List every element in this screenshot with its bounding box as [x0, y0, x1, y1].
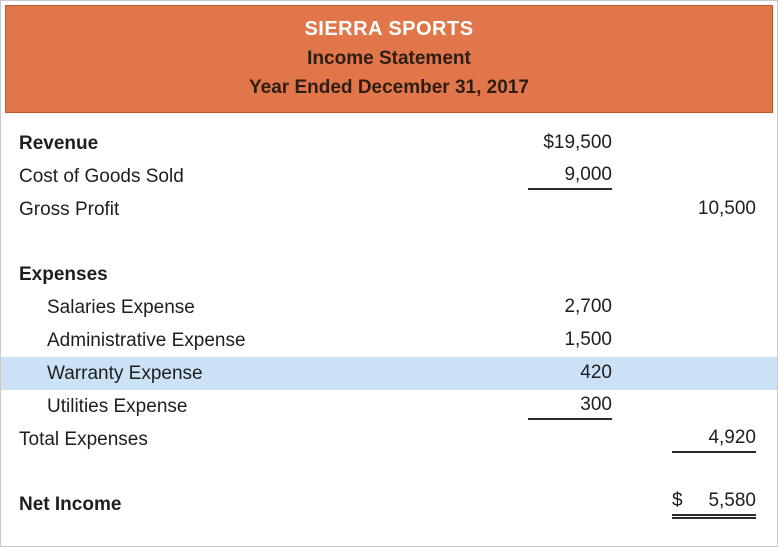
row-label: Cost of Goods Sold [19, 165, 184, 187]
amount-mid [528, 274, 612, 276]
amount-right: 10,500 [697, 197, 756, 219]
amount-mid: 2,700 [564, 295, 612, 317]
row-total-expenses: Total Expenses 4,920 [1, 423, 777, 456]
statement-title: Income Statement [307, 48, 471, 69]
currency-symbol: $ [672, 490, 683, 511]
row-label: Gross Profit [19, 198, 120, 220]
net-income-amount: $ 5,580 [672, 490, 756, 519]
amount-mid [528, 209, 612, 211]
amount-right: $ 5,580 [672, 490, 756, 519]
row-utilities-expense: Utilities Expense 300 [1, 390, 777, 423]
amount-mid: 300 [528, 394, 612, 420]
spacer-row [1, 456, 777, 488]
row-label: Revenue [19, 132, 99, 154]
amount-right: 4,920 [672, 427, 756, 453]
spacer-row [1, 226, 777, 258]
row-warranty-expense: Warranty Expense 420 [1, 357, 777, 390]
row-revenue: Revenue $19,500 [1, 127, 777, 160]
row-label: Total Expenses [19, 428, 148, 450]
row-label: Expenses [19, 263, 108, 285]
statement-period: Year Ended December 31, 2017 [249, 77, 529, 98]
amount-mid: 1,500 [564, 328, 612, 350]
company-name: SIERRA SPORTS [304, 18, 474, 40]
amount-right [672, 307, 756, 309]
row-administrative-expense: Administrative Expense 1,500 [1, 324, 777, 357]
statement-header: SIERRA SPORTS Income Statement Year Ende… [5, 5, 773, 113]
row-label: Utilities Expense [47, 395, 188, 417]
amount-right [672, 406, 756, 408]
amount-right [672, 340, 756, 342]
row-label: Salaries Expense [47, 296, 195, 318]
amount-mid: 9,000 [528, 164, 612, 190]
row-net-income: Net Income $ 5,580 [1, 488, 777, 521]
amount-mid [528, 439, 612, 441]
row-cost-of-goods-sold: Cost of Goods Sold 9,000 [1, 160, 777, 193]
net-income-value: 5,580 [708, 490, 756, 511]
row-gross-profit: Gross Profit 10,500 [1, 193, 777, 226]
amount-mid: 420 [580, 361, 612, 383]
row-expenses-heading: Expenses [1, 258, 777, 291]
amount-right [672, 143, 756, 145]
amount-right [672, 373, 756, 375]
amount-mid [528, 504, 612, 506]
amount-right [672, 274, 756, 276]
statement-body: Revenue $19,500 Cost of Goods Sold 9,000… [1, 117, 777, 521]
amount-mid: $19,500 [543, 131, 612, 153]
row-label: Net Income [19, 493, 122, 515]
row-label: Administrative Expense [47, 329, 246, 351]
row-label: Warranty Expense [47, 362, 203, 384]
amount-right [672, 176, 756, 178]
row-salaries-expense: Salaries Expense 2,700 [1, 291, 777, 324]
